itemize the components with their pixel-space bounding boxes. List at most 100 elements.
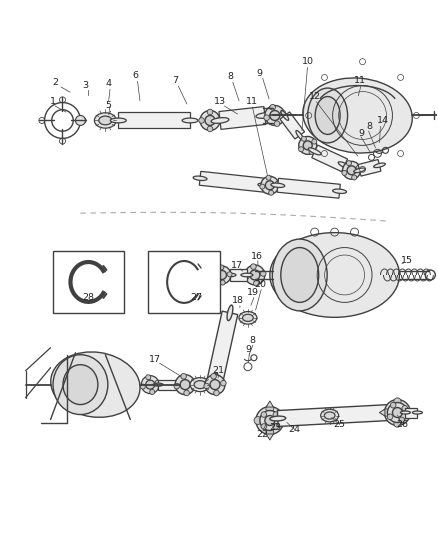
Circle shape [266,175,271,180]
Text: 9: 9 [257,69,263,78]
Circle shape [388,402,407,423]
Circle shape [184,390,189,396]
Circle shape [254,417,262,424]
Text: 13: 13 [214,97,226,106]
Ellipse shape [190,378,210,392]
Circle shape [265,106,285,125]
Circle shape [264,115,269,120]
Polygon shape [230,269,247,281]
Text: 22: 22 [256,430,268,439]
Text: 16: 16 [251,252,263,261]
Circle shape [256,407,284,434]
Circle shape [260,184,265,189]
Text: 15: 15 [401,255,413,264]
Circle shape [215,118,221,123]
Circle shape [261,424,267,429]
Circle shape [191,381,196,386]
Ellipse shape [243,314,253,321]
Text: 6: 6 [132,71,138,80]
Circle shape [265,181,274,190]
Circle shape [274,121,280,126]
Ellipse shape [182,118,198,123]
Circle shape [214,390,219,396]
Circle shape [227,272,232,277]
Polygon shape [266,401,273,407]
Text: 18: 18 [232,296,244,305]
Circle shape [174,383,180,389]
Ellipse shape [241,273,253,277]
Circle shape [211,374,216,379]
Text: 21: 21 [212,366,224,375]
Ellipse shape [270,416,286,421]
Text: 20: 20 [254,280,266,289]
Ellipse shape [308,148,321,155]
Circle shape [205,116,215,125]
Text: 28: 28 [82,293,95,302]
Ellipse shape [239,312,257,324]
Ellipse shape [321,409,339,422]
Circle shape [270,104,276,110]
Polygon shape [158,379,180,390]
Ellipse shape [281,110,289,120]
Ellipse shape [374,163,385,167]
Circle shape [405,409,412,416]
Circle shape [261,411,267,417]
Ellipse shape [53,355,108,415]
Circle shape [399,417,404,423]
Text: 10: 10 [302,57,314,66]
Text: 17: 17 [149,355,161,364]
Circle shape [343,161,360,179]
Polygon shape [312,145,347,172]
Polygon shape [379,409,385,416]
Text: 9: 9 [359,129,364,138]
Text: 9: 9 [245,345,251,354]
Ellipse shape [211,118,229,123]
Polygon shape [118,112,190,128]
Ellipse shape [354,168,365,173]
Polygon shape [277,179,340,198]
Circle shape [260,410,280,431]
Circle shape [268,190,274,195]
Circle shape [301,136,307,141]
Circle shape [303,141,312,150]
Circle shape [140,384,145,389]
Circle shape [390,402,396,408]
Circle shape [273,411,279,417]
Circle shape [150,390,155,394]
Text: 8: 8 [227,72,233,81]
Text: 27: 27 [190,293,202,302]
Circle shape [244,273,249,279]
Text: 7: 7 [172,76,178,85]
Ellipse shape [51,352,140,417]
Bar [148,251,220,313]
Circle shape [207,109,213,115]
Text: 14: 14 [377,116,389,125]
Circle shape [392,408,403,417]
Text: 4: 4 [106,79,111,88]
Circle shape [205,375,225,394]
Ellipse shape [296,131,304,140]
Circle shape [199,118,205,123]
Circle shape [206,374,224,392]
Circle shape [210,379,220,390]
Circle shape [263,414,277,427]
Circle shape [250,270,260,280]
Ellipse shape [193,176,207,181]
Circle shape [280,110,286,116]
Ellipse shape [381,410,397,415]
Ellipse shape [281,247,319,302]
Ellipse shape [99,116,112,125]
Circle shape [266,405,274,413]
Circle shape [220,280,225,285]
Circle shape [265,416,275,425]
Ellipse shape [258,183,272,188]
Circle shape [207,126,213,132]
Circle shape [352,175,357,180]
Text: 12: 12 [309,92,321,101]
Circle shape [309,149,314,155]
Polygon shape [207,311,238,382]
Polygon shape [410,409,416,416]
Circle shape [251,264,256,269]
Circle shape [385,400,410,425]
Ellipse shape [256,112,274,118]
